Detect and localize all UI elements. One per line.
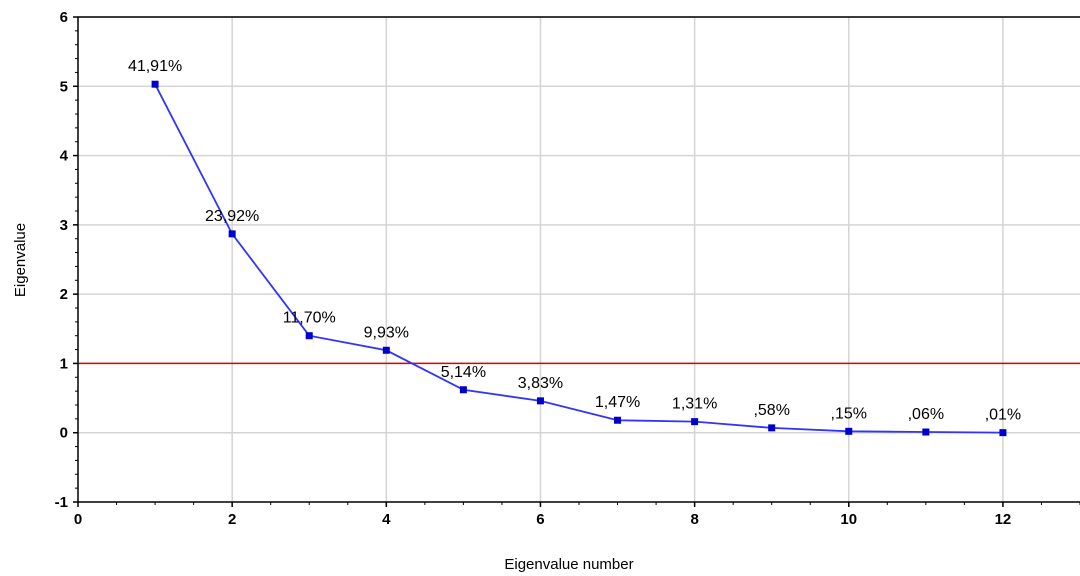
data-label: 11,70% <box>283 310 336 327</box>
data-point <box>614 417 621 424</box>
x-tick-label: 12 <box>995 511 1012 528</box>
data-label: 9,93% <box>364 324 409 341</box>
series-line <box>155 84 1003 432</box>
y-axis-title: Eigenvalue <box>12 223 29 297</box>
data-point <box>152 81 159 88</box>
data-labels: 41,91% 23,92% 11,70% 9,93% 5,14% 3,83% 1,47% 1,… <box>128 58 1021 423</box>
data-point <box>383 347 390 354</box>
y-tick-label: 0 <box>60 425 68 442</box>
y-tick-label: 3 <box>60 217 68 234</box>
x-tick-label: 2 <box>228 511 236 528</box>
data-label: 1,31% <box>672 396 717 413</box>
data-point <box>306 332 313 339</box>
data-label: 3,83% <box>518 375 563 392</box>
data-label: 23,92% <box>205 208 259 225</box>
grid-lines <box>78 17 1080 502</box>
data-label: ,01% <box>985 407 1021 424</box>
data-point <box>999 429 1006 436</box>
data-label: 5,14% <box>441 364 486 381</box>
x-tick-label: 8 <box>690 511 698 528</box>
data-point <box>768 424 775 431</box>
data-point <box>845 428 852 435</box>
y-tick-label: -1 <box>55 494 68 511</box>
x-tick-label: 4 <box>382 511 391 528</box>
data-label: ,15% <box>831 405 867 422</box>
data-point <box>537 397 544 404</box>
data-point <box>460 386 467 393</box>
y-tick-label: 6 <box>60 9 68 26</box>
series-group <box>152 81 1007 436</box>
data-label: ,58% <box>753 402 789 419</box>
data-label: ,06% <box>908 406 944 423</box>
x-tick-label: 10 <box>840 511 857 528</box>
data-label: 41,91% <box>128 58 182 75</box>
y-tick-label: 5 <box>60 78 68 95</box>
y-tick-label: 4 <box>60 148 69 165</box>
x-axis-title: Eigenvalue number <box>504 556 633 573</box>
data-point <box>229 230 236 237</box>
y-tick-label: 1 <box>60 355 68 372</box>
y-tick-label: 2 <box>60 286 68 303</box>
x-tick-label: 6 <box>536 511 544 528</box>
x-tick-label: 0 <box>74 511 82 528</box>
data-point <box>691 418 698 425</box>
data-point <box>922 429 929 436</box>
data-label: 1,47% <box>595 394 640 411</box>
